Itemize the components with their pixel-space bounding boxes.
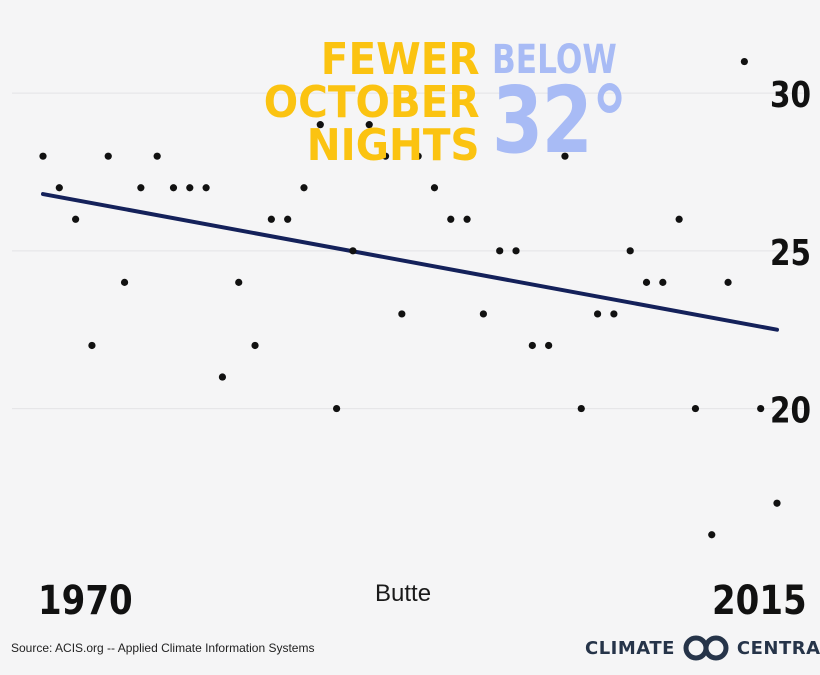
data-point — [757, 404, 765, 413]
source-note: Source: ACIS.org -- Applied Climate Info… — [11, 641, 315, 655]
data-point — [724, 278, 732, 286]
data-point — [316, 121, 324, 129]
title-line-october: OCTOBER — [264, 77, 480, 128]
station-label: Butte — [375, 580, 432, 607]
grid-lines — [12, 92, 808, 410]
data-point — [284, 215, 292, 223]
y-tick-label-25: 25 — [770, 231, 811, 274]
y-tick-label-30: 30 — [770, 73, 811, 116]
data-point — [218, 373, 227, 381]
title-temperature: 32° — [492, 67, 628, 174]
data-point — [593, 310, 602, 318]
data-point — [561, 152, 569, 160]
data-point — [463, 215, 471, 223]
y-tick-label-20: 20 — [770, 389, 811, 432]
data-point — [72, 215, 80, 223]
x-tick-label-end: 2015 — [712, 578, 807, 624]
data-point — [169, 184, 178, 192]
data-point — [496, 247, 504, 255]
data-point — [365, 121, 373, 129]
title-below: BELOW — [492, 37, 617, 83]
data-point — [545, 341, 553, 350]
title-line-nights: NIGHTS — [307, 120, 480, 171]
brand-right: CENTRAL — [736, 637, 820, 659]
data-point — [137, 184, 145, 192]
data-point — [708, 531, 716, 539]
brand-left: CLIMATE — [585, 637, 675, 659]
data-point — [642, 278, 651, 286]
data-points — [39, 57, 781, 539]
data-point — [447, 215, 455, 223]
data-point — [577, 404, 585, 413]
data-point — [512, 247, 520, 255]
trend-line-group — [41, 192, 779, 332]
title-line-fewer: FEWER — [321, 34, 480, 85]
data-point — [251, 341, 259, 350]
data-point — [381, 152, 390, 160]
data-point — [153, 152, 161, 160]
data-point — [773, 499, 781, 507]
data-point — [659, 278, 667, 286]
data-point — [479, 310, 487, 318]
logo-rings-icon — [683, 635, 729, 661]
chart-title-main: FEWER OCTOBER NIGHTS — [245, 34, 480, 171]
data-point — [202, 184, 210, 192]
data-point — [528, 341, 536, 350]
data-point — [430, 184, 439, 192]
y-tick-labels: 20 25 30 — [770, 73, 811, 431]
data-point — [691, 404, 700, 413]
data-point — [349, 247, 357, 255]
data-point — [610, 310, 618, 318]
data-point — [300, 184, 308, 192]
data-point — [39, 152, 47, 160]
data-point — [626, 247, 634, 255]
data-point — [267, 215, 275, 223]
data-point — [740, 57, 748, 66]
data-point — [104, 152, 112, 160]
data-point — [120, 278, 129, 286]
data-point — [88, 341, 96, 350]
data-point — [186, 184, 194, 192]
data-point — [398, 310, 406, 318]
data-point — [333, 404, 341, 413]
x-tick-label-start: 1970 — [38, 578, 133, 624]
data-point — [675, 215, 683, 223]
trend-line — [41, 192, 779, 332]
climate-central-logo: CLIMATE CENTRAL — [585, 634, 820, 662]
data-point — [414, 152, 422, 160]
data-point — [55, 184, 63, 192]
data-point — [235, 278, 243, 286]
